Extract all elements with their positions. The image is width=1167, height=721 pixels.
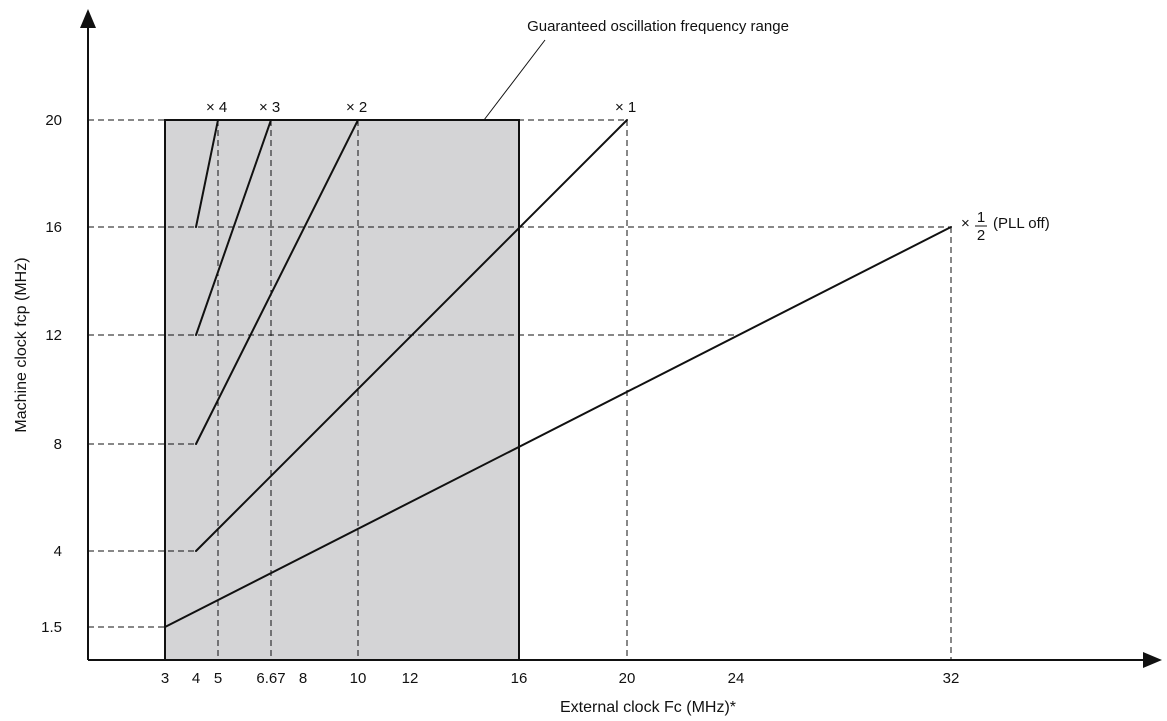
series-line-1: [195, 119, 272, 336]
series-label-4-numerator: 1: [977, 209, 985, 226]
series-label-0: × 4: [206, 99, 227, 116]
series-line-2: [195, 119, 359, 445]
x-tick-label-5: 10: [350, 670, 367, 687]
x-tick-label-7: 16: [511, 670, 528, 687]
x-tick-label-4: 8: [299, 670, 307, 687]
y-tick-label-5: 20: [45, 112, 62, 129]
series-label-3: × 1: [615, 99, 636, 116]
series-layer: [164, 119, 952, 628]
shaded-region-layer: [164, 39, 546, 661]
series-line-4: [164, 226, 952, 628]
x-tick-label-10: 32: [943, 670, 960, 687]
y-axis-title: Machine clock fcp (MHz): [13, 257, 30, 432]
region-label: Guaranteed oscillation frequency range: [527, 18, 789, 35]
region-label-leader-line: [483, 39, 546, 121]
series-label-4-denominator: 2: [977, 227, 985, 244]
x-axis-title: External clock Fc (MHz)*: [560, 699, 736, 716]
x-tick-label-2: 5: [214, 670, 222, 687]
x-tick-label-3: 6.67: [256, 670, 285, 687]
y-tick-label-4: 16: [45, 219, 62, 236]
series-label-1: × 3: [259, 99, 280, 116]
series-label-2: × 2: [346, 99, 367, 116]
series-label-4: × 12 (PLL off): [961, 209, 1050, 244]
y-tick-label-2: 8: [54, 436, 62, 453]
x-tick-label-0: 3: [161, 670, 169, 687]
x-tick-label-8: 20: [619, 670, 636, 687]
x-tick-label-6: 12: [402, 670, 419, 687]
series-line-0: [195, 119, 219, 228]
x-axis-arrow-icon: [1143, 652, 1162, 668]
y-tick-label-3: 12: [45, 327, 62, 344]
axes-layer: [80, 9, 1162, 668]
series-line-3: [195, 119, 628, 552]
x-tick-label-1: 4: [192, 670, 200, 687]
series-label-4-multiplier: ×: [961, 215, 970, 232]
y-axis-arrow-icon: [80, 9, 96, 28]
series-labels-layer: × 4 × 3 × 2 × 1 × 12 (PLL off): [206, 99, 1050, 244]
y-tick-label-1: 4: [54, 543, 62, 560]
y-tick-label-0: 1.5: [41, 619, 62, 636]
x-tick-label-9: 24: [728, 670, 745, 687]
series-label-4-note: (PLL off): [993, 215, 1050, 232]
